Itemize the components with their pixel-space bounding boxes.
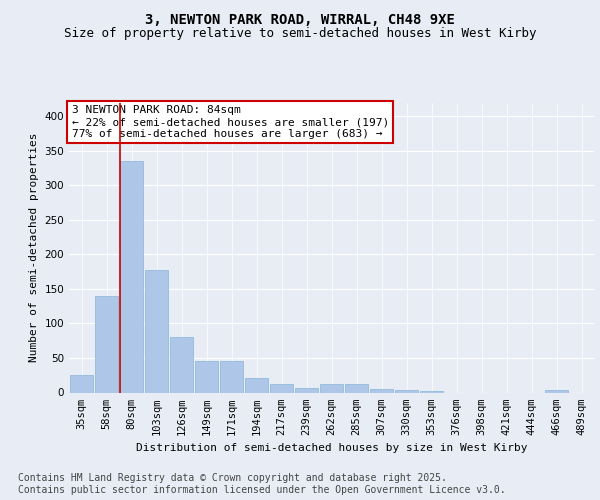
Bar: [170, 338, 193, 392]
Bar: [95, 296, 118, 392]
Bar: [245, 378, 268, 392]
Bar: [120, 161, 143, 392]
Bar: [220, 360, 243, 392]
Text: 3, NEWTON PARK ROAD, WIRRAL, CH48 9XE: 3, NEWTON PARK ROAD, WIRRAL, CH48 9XE: [145, 12, 455, 26]
Bar: [370, 389, 393, 392]
Y-axis label: Number of semi-detached properties: Number of semi-detached properties: [29, 132, 39, 362]
X-axis label: Distribution of semi-detached houses by size in West Kirby: Distribution of semi-detached houses by …: [136, 443, 527, 453]
Bar: [195, 360, 218, 392]
Bar: [320, 384, 343, 392]
Bar: [270, 384, 293, 392]
Bar: [545, 390, 568, 392]
Bar: [145, 270, 168, 392]
Bar: [70, 375, 93, 392]
Text: Contains HM Land Registry data © Crown copyright and database right 2025.
Contai: Contains HM Land Registry data © Crown c…: [18, 474, 506, 495]
Bar: [345, 384, 368, 392]
Bar: [295, 388, 318, 392]
Text: 3 NEWTON PARK ROAD: 84sqm
← 22% of semi-detached houses are smaller (197)
77% of: 3 NEWTON PARK ROAD: 84sqm ← 22% of semi-…: [71, 106, 389, 138]
Bar: [420, 391, 443, 392]
Bar: [395, 390, 418, 392]
Text: Size of property relative to semi-detached houses in West Kirby: Size of property relative to semi-detach…: [64, 28, 536, 40]
